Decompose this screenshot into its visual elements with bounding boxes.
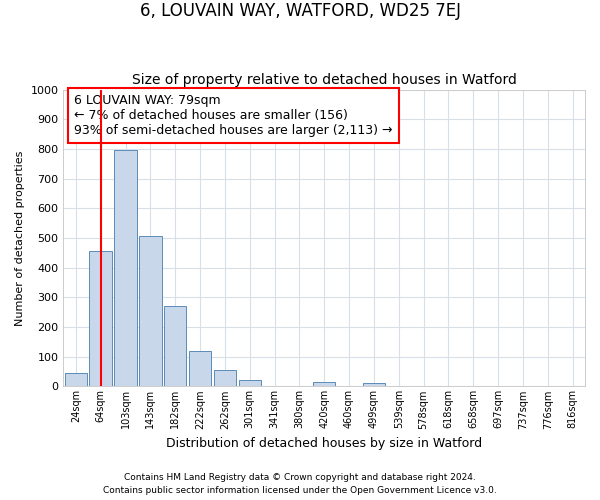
Text: Contains HM Land Registry data © Crown copyright and database right 2024.
Contai: Contains HM Land Registry data © Crown c… [103, 474, 497, 495]
Bar [139, 236, 161, 386]
Bar [214, 370, 236, 386]
Text: 6 LOUVAIN WAY: 79sqm
← 7% of detached houses are smaller (156)
93% of semi-detac: 6 LOUVAIN WAY: 79sqm ← 7% of detached ho… [74, 94, 392, 137]
Text: 6, LOUVAIN WAY, WATFORD, WD25 7EJ: 6, LOUVAIN WAY, WATFORD, WD25 7EJ [139, 2, 461, 21]
Bar [363, 384, 385, 386]
Bar [239, 380, 261, 386]
Bar [89, 252, 112, 386]
Title: Size of property relative to detached houses in Watford: Size of property relative to detached ho… [132, 73, 517, 87]
Y-axis label: Number of detached properties: Number of detached properties [15, 150, 25, 326]
Bar [164, 306, 187, 386]
Bar [313, 382, 335, 386]
Bar [65, 372, 87, 386]
Bar [189, 351, 211, 386]
X-axis label: Distribution of detached houses by size in Watford: Distribution of detached houses by size … [166, 437, 482, 450]
Bar [115, 150, 137, 386]
